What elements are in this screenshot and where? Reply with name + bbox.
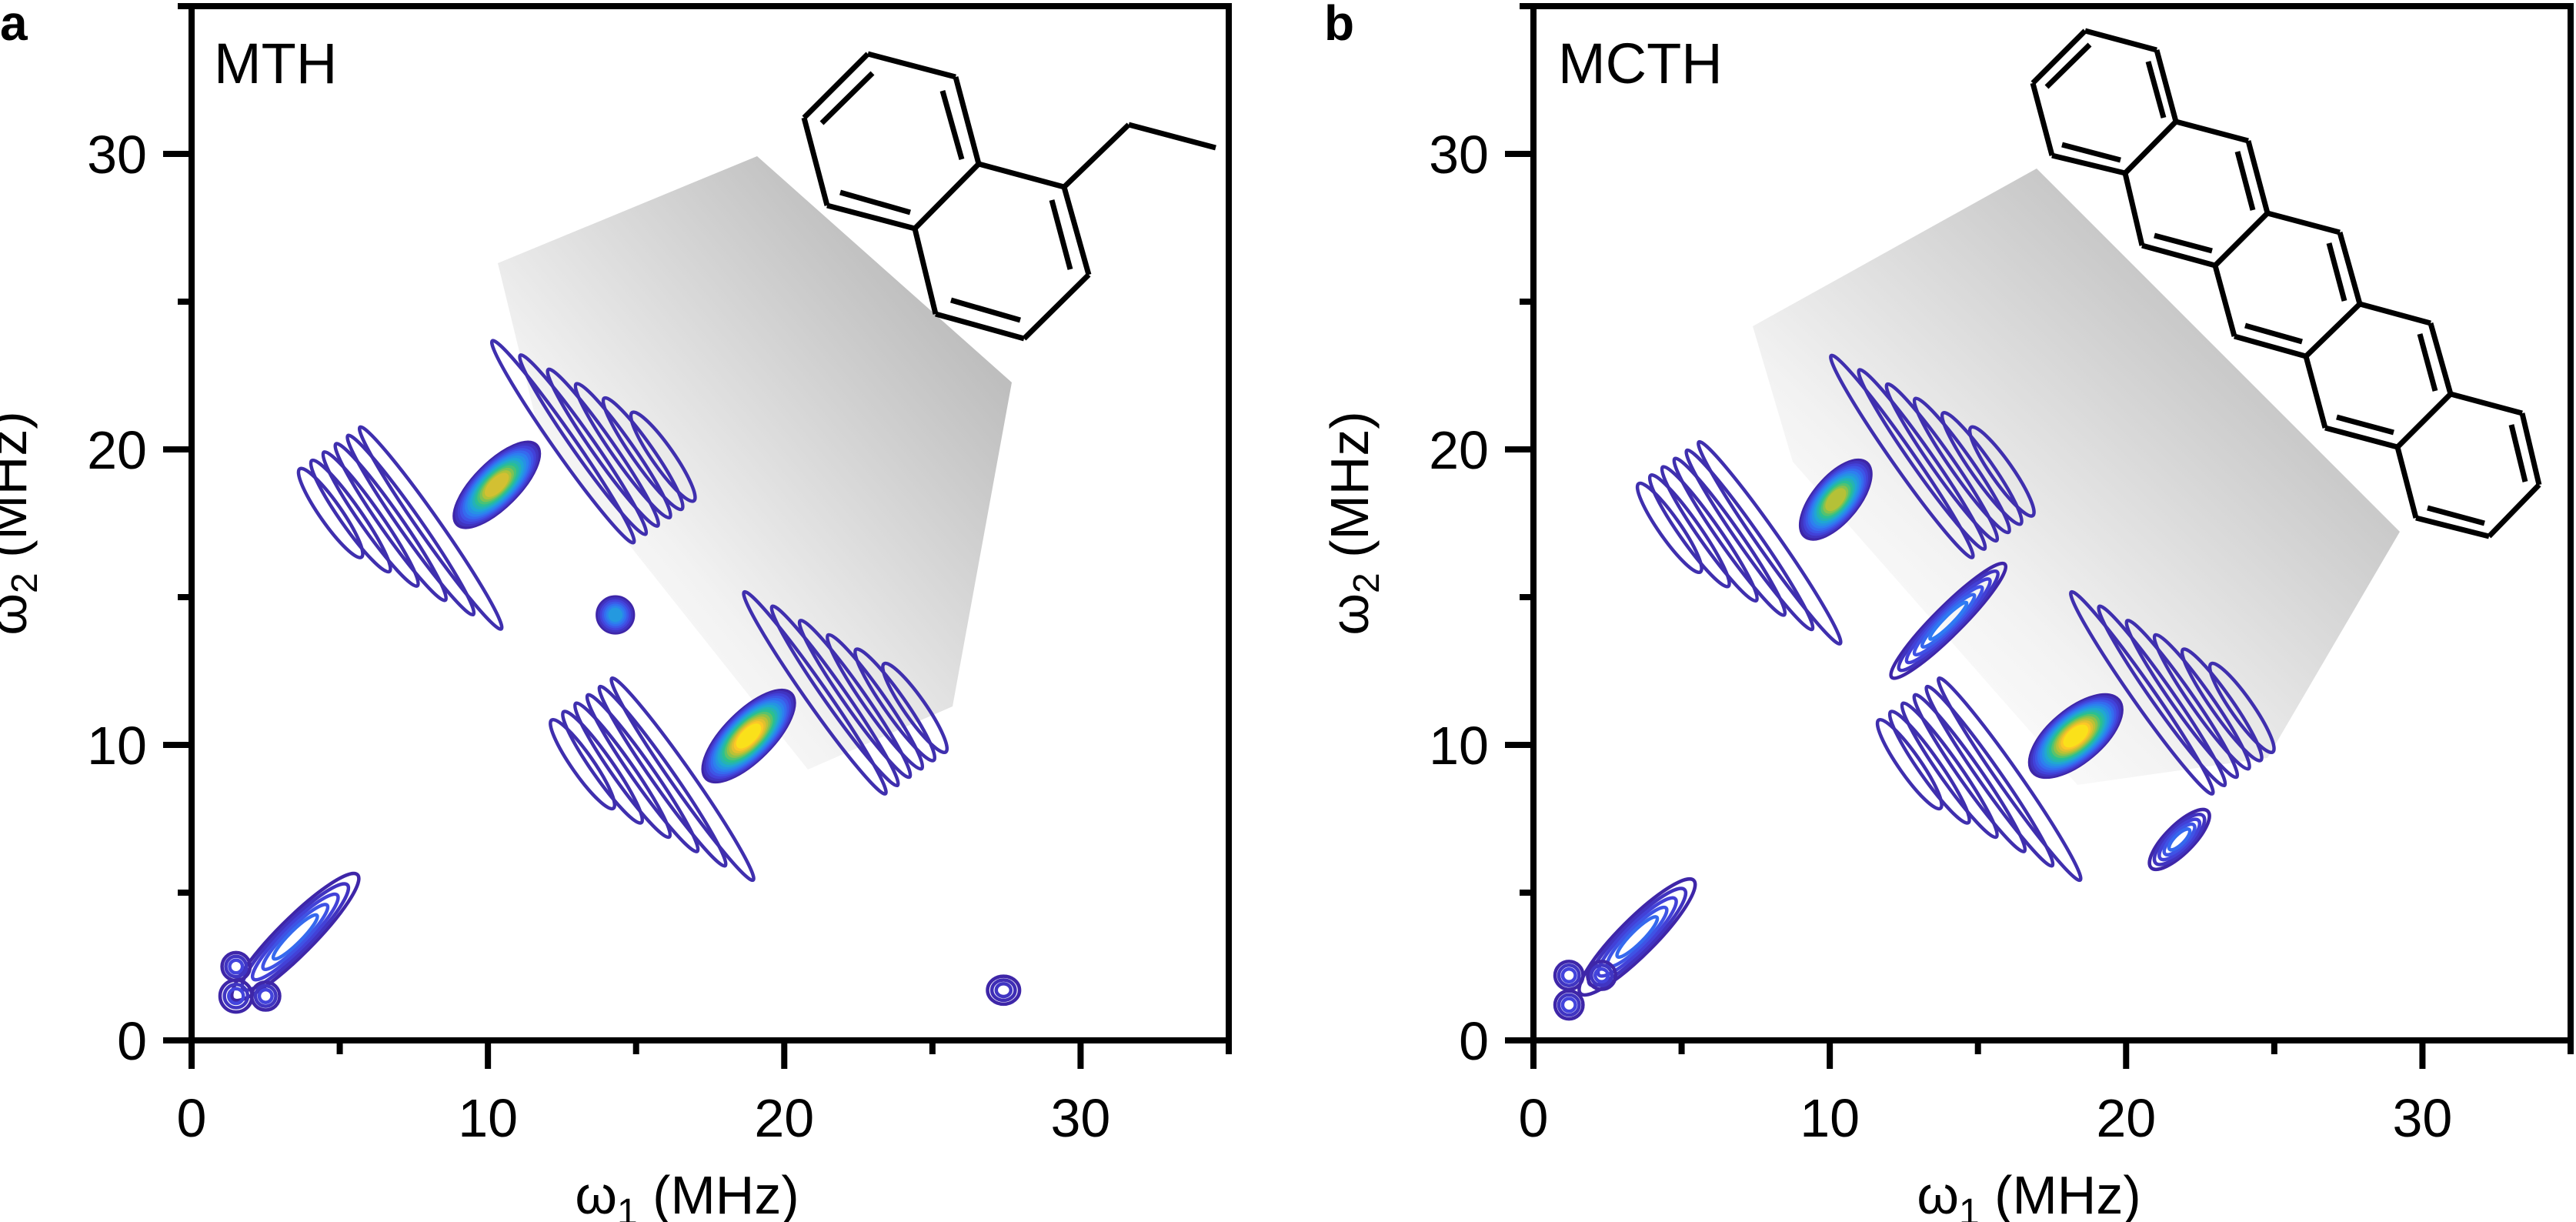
plot-frame: [1530, 3, 2574, 1043]
x-tick-label: 0: [177, 1088, 207, 1148]
y-tick-label: 20: [1429, 420, 1489, 480]
contour-plot: [1553, 353, 2276, 1021]
y-axis-title: ω2 (MHz): [0, 411, 45, 635]
y-tick-label: 10: [1429, 716, 1489, 776]
sample-label: MTH: [214, 32, 337, 95]
projection-wedge: [1753, 169, 2400, 785]
projection-wedge: [498, 156, 1012, 770]
sample-label: MCTH: [1558, 32, 1723, 95]
y-tick-label: 0: [117, 1011, 147, 1071]
x-tick-label: 10: [458, 1088, 518, 1148]
x-tick-label: 20: [754, 1088, 814, 1148]
y-axis-title: ω2 (MHz): [1320, 411, 1387, 635]
axes: 0 10 20 30 0 10 20 30 ω1 (MHz) ω2 (MHz): [1320, 3, 2574, 1222]
plot-frame: [189, 3, 1232, 1043]
panel-b: b MCTH 0 10 20 30 0 10 20 30 ω1 (MHz) ω2 (MHz): [1320, 0, 2574, 1222]
axes: 0 10 20 30 0 10 20 30 ω1 (MHz) ω2 (MHz): [0, 3, 1232, 1222]
y-tick-label: 10: [87, 716, 147, 776]
contour-plot: [218, 339, 1022, 1014]
y-tick-label: 20: [87, 420, 147, 480]
x-axis-title: ω1 (MHz): [575, 1165, 799, 1222]
x-tick-label: 20: [2096, 1088, 2156, 1148]
molecule-structure-mcth: [2030, 28, 2542, 539]
y-tick-label: 0: [1459, 1011, 1489, 1071]
panel-letter-a: a: [0, 0, 28, 51]
x-tick-label: 10: [1800, 1088, 1860, 1148]
x-tick-label: 0: [1519, 1088, 1549, 1148]
y-tick-label: 30: [87, 125, 147, 185]
y-tick-label: 30: [1429, 125, 1489, 185]
molecule-structure-mth: [801, 51, 1216, 342]
x-tick-label: 30: [1050, 1088, 1110, 1148]
panel-letter-b: b: [1324, 0, 1354, 51]
x-axis-title: ω1 (MHz): [1917, 1165, 2141, 1222]
panel-a: a MTH 0 10 20 30 0 10 20 30 ω1 (MHz) ω2 (MHz): [0, 0, 1232, 1222]
x-tick-label: 30: [2392, 1088, 2452, 1148]
